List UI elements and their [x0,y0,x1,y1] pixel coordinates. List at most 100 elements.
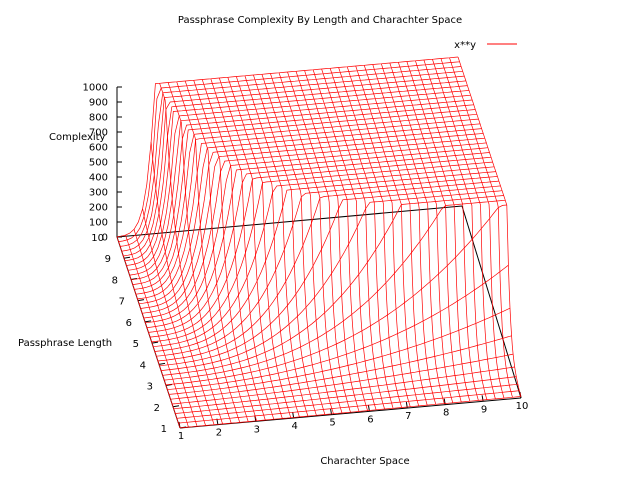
z-tick-label: 800 [89,113,108,124]
surface-mesh-line [372,64,437,405]
surface-mesh-line [244,75,309,417]
x-tick-label: 2 [216,428,222,439]
x-tick-label: 5 [329,418,335,429]
surface-mesh-line [270,73,334,414]
z-tick-label: 1000 [83,83,108,94]
surface-mesh-line [253,74,317,416]
surface-mesh-line [227,77,292,418]
surface-mesh-line [329,68,394,409]
surface-mesh-line [218,77,283,419]
surface-mesh-line [129,94,471,276]
surface-mesh-line [167,264,509,391]
surface-mesh-line [406,61,471,402]
z-tick-label: 200 [89,203,108,214]
z-tick-label: 900 [89,98,108,109]
surface-mesh-line [201,79,266,421]
surface-mesh-line [338,67,402,408]
y-tick-label: 9 [105,254,111,265]
x-tick-label: 7 [405,411,411,422]
surface-mesh-line [432,59,496,399]
x-tick-mark [292,411,295,419]
surface-mesh-line [321,68,385,410]
y-tick-label: 7 [119,297,125,308]
surface-mesh-line [380,63,445,404]
surface-mesh-line [159,83,223,425]
x-tick-label: 9 [481,404,487,415]
chart-title: Passphrase Complexity By Length and Char… [178,15,462,26]
surface-mesh-line [167,82,232,424]
surface-mesh-line [142,208,206,426]
surface-mesh-line [184,80,249,422]
surface-mesh-line [127,90,470,271]
surface-mesh-line [363,65,428,406]
surface-mesh-line [440,58,505,399]
y-tick-label: 3 [147,382,153,393]
x-tick-label: 6 [367,414,373,425]
frame-edge [461,205,522,399]
y-tick-label: 1 [161,424,167,435]
surface-mesh-line [278,72,343,414]
surface-mesh-line [355,65,420,406]
surface-mesh-line [125,234,189,428]
z-tick-label: 100 [89,218,108,229]
x-tick-label: 1 [178,431,184,442]
surface-mesh-line [304,70,368,411]
y-tick-mark [165,384,173,387]
surface-mesh-line [457,56,522,397]
z-tick-label: 400 [89,173,108,184]
surface-mesh-line [170,335,512,400]
surface-mesh-line [346,66,411,407]
surface-mesh [116,56,522,429]
z-tick-label: 0 [102,233,108,244]
y-tick-label: 8 [112,275,118,286]
surface-mesh-line [415,60,479,401]
surface-mesh-line [210,78,275,420]
surface-mesh-line [121,70,463,252]
z-tick-label: 300 [89,188,108,199]
surface-mesh-line [397,62,462,403]
surface-mesh-line [389,62,454,403]
surface-mesh-line [133,229,198,427]
y-axis-label: Passphrase Length [18,338,112,349]
x-tick-mark [481,395,484,402]
surface-mesh-line [120,66,462,247]
y-tick-label: 6 [126,318,132,329]
y-tick-label: 10 [91,233,104,244]
legend-label: x**y [454,40,476,51]
y-tick-mark [151,341,159,344]
y-tick-mark [158,362,166,365]
surface-mesh-line [150,141,215,425]
x-tick-label: 8 [443,408,449,419]
y-tick-mark [123,256,131,259]
z-axis-label: Complexity [49,132,106,143]
surface-mesh-line [116,236,181,429]
surface-mesh-line [261,74,326,415]
surface-mesh-line [423,59,488,400]
surface-mesh-line [148,152,490,333]
surface-mesh-line [131,99,473,281]
surface-mesh-line [312,69,377,410]
y-tick-mark [172,405,180,408]
axis-ticks: 1 2 3 4 5 6 7 8 9 1012345678910010020030040050060… [83,83,529,443]
y-tick-label: 5 [133,339,139,350]
surface-mesh-line [164,199,506,381]
surface-mesh-line [176,81,241,423]
surface-mesh-line [168,307,511,395]
x-tick-label: 4 [291,421,297,432]
x-axis-label: Charachter Space [320,456,409,467]
x-tick-label: 3 [254,424,260,435]
x-tick-label: 10 [516,401,529,412]
surface-mesh-line [287,71,351,413]
y-tick-mark [130,277,138,280]
y-tick-mark [144,320,152,323]
surface-mesh-line [449,57,513,398]
y-tick-mark [137,299,145,302]
surface-mesh-line [146,147,488,328]
surface-mesh-line [123,75,465,257]
y-tick-label: 4 [140,360,146,371]
z-tick-label: 600 [89,143,108,154]
x-tick-mark [254,415,257,422]
y-tick-label: 2 [154,403,160,414]
z-tick-label: 700 [89,128,108,139]
